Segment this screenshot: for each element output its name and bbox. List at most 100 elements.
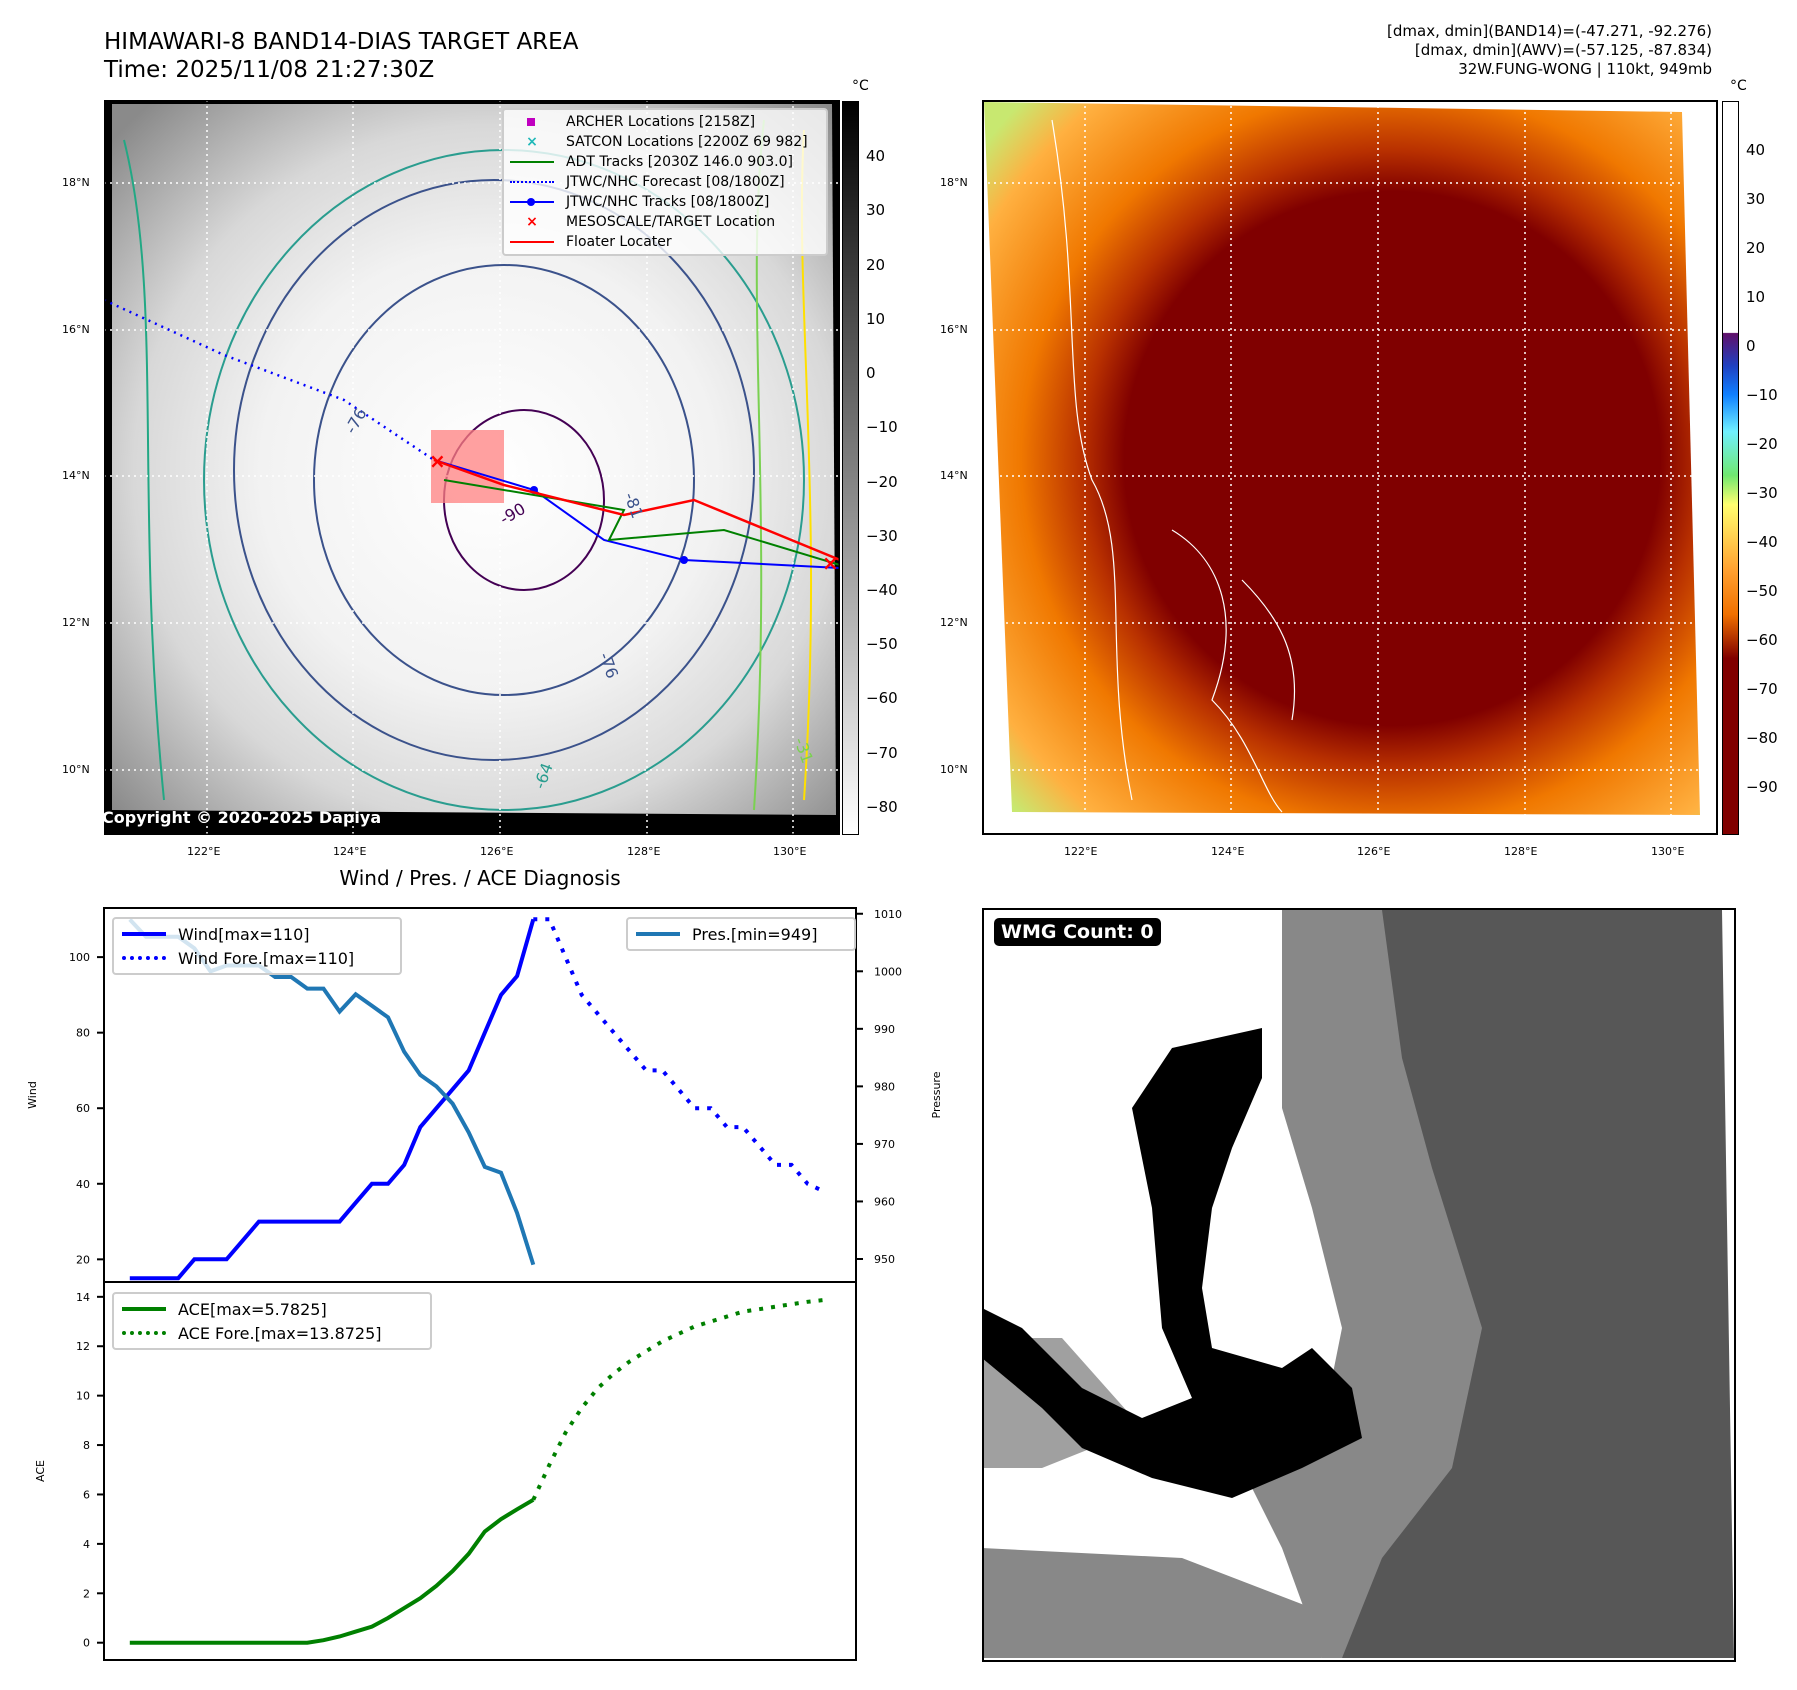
colorbar-unit: °C bbox=[1730, 78, 1747, 94]
contour-navy-inner bbox=[313, 264, 695, 696]
legend-floater: Floater Locater bbox=[510, 232, 820, 252]
contour-green-left bbox=[123, 139, 165, 801]
colorbar-unit: °C bbox=[852, 78, 869, 94]
awv-map bbox=[982, 100, 1718, 835]
colorbar-tick: −30 bbox=[1746, 484, 1778, 502]
legend-label: JTWC/NHC Tracks [08/1800Z] bbox=[566, 194, 770, 210]
colorbar-tick: −80 bbox=[866, 798, 898, 816]
wmg-count-badge: WMG Count: 0 bbox=[994, 918, 1161, 946]
target-location-marker: × bbox=[429, 449, 446, 473]
legend-archer: ARCHER Locations [2158Z] bbox=[510, 112, 820, 132]
y-tick-label: 8 bbox=[83, 1439, 90, 1452]
colorbar-tick: −70 bbox=[1746, 680, 1778, 698]
grayscale-colorbar bbox=[842, 101, 859, 835]
legend-label: Wind Fore.[max=110] bbox=[178, 948, 355, 968]
dotted-line-icon bbox=[122, 956, 166, 960]
pressure-legend: Pres.[min=949] bbox=[626, 917, 856, 951]
contour-navy-outer bbox=[233, 179, 755, 761]
figure-title: HIMAWARI-8 BAND14-DIAS TARGET AREA Time: … bbox=[104, 28, 578, 84]
colorbar-tick: 30 bbox=[1746, 190, 1766, 208]
lon-tick: 122°E bbox=[187, 845, 221, 858]
jtwc-forecast-track bbox=[104, 298, 435, 462]
solid-line-icon bbox=[122, 1307, 166, 1311]
jtwc-track bbox=[433, 459, 840, 569]
coastline bbox=[1051, 119, 1133, 801]
colorbar-tick: 40 bbox=[1746, 141, 1766, 159]
lat-tick: 10°N bbox=[62, 763, 90, 776]
awv-map-panel bbox=[982, 100, 1718, 835]
dotted-line-icon bbox=[122, 1331, 166, 1335]
colorbar-tick: −40 bbox=[1746, 533, 1778, 551]
adt-track bbox=[443, 479, 840, 566]
lon-tick: 128°E bbox=[627, 845, 661, 858]
jtwc-track-point bbox=[680, 556, 688, 564]
colorbar-tick: −90 bbox=[1746, 778, 1778, 796]
legend-mesoscale: × MESOSCALE/TARGET Location bbox=[510, 212, 820, 232]
lat-tick: 14°N bbox=[62, 469, 90, 482]
ace-axis-label: ACE bbox=[34, 1460, 47, 1482]
line-icon bbox=[510, 161, 554, 163]
lat-tick: 16°N bbox=[62, 323, 90, 336]
y-tick-label-right: 950 bbox=[874, 1253, 895, 1266]
diagnosis-title: Wind / Pres. / ACE Diagnosis bbox=[339, 866, 621, 890]
y-tick-label: 14 bbox=[76, 1291, 90, 1304]
y-tick-label: 60 bbox=[76, 1102, 90, 1115]
y-tick-label-right: 960 bbox=[874, 1195, 895, 1208]
colorbar-tick: 30 bbox=[866, 201, 886, 219]
y-tick-label: 80 bbox=[76, 1027, 90, 1040]
ace-forecast-series-line bbox=[531, 1298, 824, 1501]
legend-wind-forecast: Wind Fore.[max=110] bbox=[122, 946, 392, 970]
colorbar-tick: 10 bbox=[866, 310, 886, 328]
info-band14: [dmax, dmin](BAND14)=(-47.271, -92.276) bbox=[1387, 22, 1712, 40]
colorbar-tick: −60 bbox=[1746, 631, 1778, 649]
colorbar-tick: 0 bbox=[866, 364, 876, 382]
colorbar-tick: −30 bbox=[866, 527, 898, 545]
colorbar-tick: 20 bbox=[866, 256, 886, 274]
lon-tick: 124°E bbox=[1211, 845, 1245, 858]
ace-legend: ACE[max=5.7825] ACE Fore.[max=13.8725] bbox=[112, 1292, 432, 1350]
dotted-line-icon bbox=[510, 181, 554, 183]
legend-jtwc-tracks: JTWC/NHC Tracks [08/1800Z] bbox=[510, 192, 820, 212]
colorbar-tick: −80 bbox=[1746, 729, 1778, 747]
y-tick-label: 0 bbox=[83, 1637, 90, 1650]
lat-tick: 18°N bbox=[62, 176, 90, 189]
lat-tick: 16°N bbox=[940, 323, 968, 336]
legend-label: Wind[max=110] bbox=[178, 924, 310, 944]
legend-label: SATCON Locations [2200Z 69 982] bbox=[566, 134, 808, 150]
colorbar-tick: −40 bbox=[866, 581, 898, 599]
lon-tick: 130°E bbox=[773, 845, 807, 858]
legend-adt: ADT Tracks [2030Z 146.0 903.0] bbox=[510, 152, 820, 172]
wmg-gray-region bbox=[982, 1548, 1322, 1658]
awv-colorbar bbox=[1722, 101, 1739, 835]
lon-tick: 130°E bbox=[1651, 845, 1685, 858]
colorbar-tick: 20 bbox=[1746, 239, 1766, 257]
y-tick-label: 100 bbox=[69, 951, 90, 964]
y-tick-label-right: 980 bbox=[874, 1080, 895, 1093]
colorbar-ticks-right: 40 30 20 10 0 −10 −20 −30 −40 −50 −60 −7… bbox=[1746, 101, 1791, 833]
legend-label: Pres.[min=949] bbox=[692, 924, 818, 944]
line-dot-icon bbox=[527, 198, 535, 206]
lat-tick: 14°N bbox=[940, 469, 968, 482]
wind-series-line bbox=[129, 918, 536, 1281]
x-marker-icon: × bbox=[526, 214, 538, 230]
lat-tick: 12°N bbox=[62, 616, 90, 629]
legend-label: ARCHER Locations [2158Z] bbox=[566, 114, 756, 130]
storm-info: [dmax, dmin](BAND14)=(-47.271, -92.276) … bbox=[1387, 22, 1712, 79]
y-tick-label-right: 990 bbox=[874, 1023, 895, 1036]
wind-legend: Wind[max=110] Wind Fore.[max=110] bbox=[112, 917, 402, 975]
legend-label: ADT Tracks [2030Z 146.0 903.0] bbox=[566, 154, 793, 170]
lat-tick: 18°N bbox=[940, 176, 968, 189]
coastline bbox=[1171, 529, 1283, 813]
target-area-box bbox=[431, 430, 504, 503]
colorbar-tick: −10 bbox=[1746, 386, 1778, 404]
y-tick-label-right: 1010 bbox=[874, 908, 902, 921]
colorbar-ticks-left: 40 30 20 10 0 −10 −20 −30 −40 −50 −60 −7… bbox=[866, 101, 906, 833]
wmg-black-region bbox=[982, 1028, 1362, 1498]
band14-map-panel: × × -90 -81 -76 -64 -31 -76 ARCHER Locat… bbox=[104, 100, 840, 835]
y-tick-label: 40 bbox=[76, 1178, 90, 1191]
lon-tick: 126°E bbox=[480, 845, 514, 858]
colorbar-tick: 0 bbox=[1746, 337, 1756, 355]
ace-series-line bbox=[129, 1498, 535, 1645]
legend-ace: ACE[max=5.7825] bbox=[122, 1297, 422, 1321]
lon-tick: 122°E bbox=[1064, 845, 1098, 858]
